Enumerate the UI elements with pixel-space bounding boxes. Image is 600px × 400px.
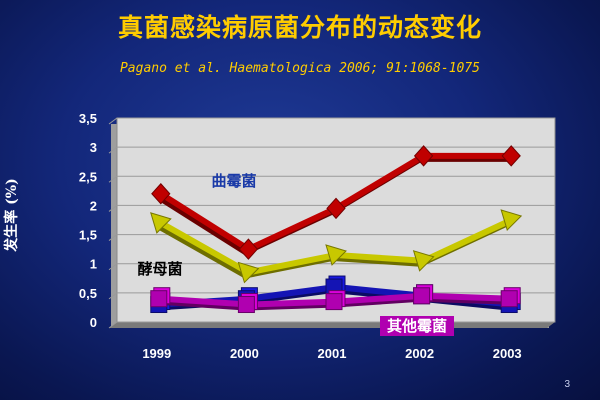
series-label: 其他霉菌 [387,317,447,335]
data-point [325,293,343,311]
x-tick-label: 2000 [230,346,259,361]
y-tick-label: 3 [90,140,97,155]
y-tick-label: 2,5 [79,169,97,184]
data-point [238,238,259,260]
gridline-side [108,175,118,183]
data-point [237,296,255,314]
y-tick-label: 0 [90,315,97,330]
y-tick-label: 3,5 [79,111,97,126]
data-point [501,145,521,167]
gridline-side [108,321,118,329]
data-point [413,287,431,305]
x-tick-label: 2002 [405,346,434,361]
x-tick-label: 2003 [493,346,522,361]
plot-floor [109,322,555,328]
series-label: 酵母菌 [137,260,182,278]
data-point [412,250,435,272]
y-tick-label: 1,5 [79,228,97,243]
gridline-side [108,146,118,154]
x-tick-label: 2001 [318,346,347,361]
citation-subtitle: Pagano et al. Haematologica 2006; 91:106… [119,61,481,76]
data-point [237,261,260,284]
x-tick-label: 1999 [142,346,171,361]
gridline-side [108,117,118,125]
data-point [500,209,523,231]
data-point [413,145,434,167]
data-point [150,290,168,308]
series-label-background [380,316,454,336]
data-point [500,290,518,308]
data-point [150,212,172,234]
gridline-side [108,234,118,241]
data-point [325,244,347,266]
gridline-side [108,292,118,300]
gridline-side [108,263,118,271]
y-tick-label: 0,5 [79,286,97,301]
data-point [151,183,171,205]
gridline-side [108,205,118,212]
y-tick-label: 1 [90,257,97,272]
series-label: 曲霉菌 [211,172,256,190]
y-tick-label: 2 [90,198,97,213]
data-point [326,197,346,220]
page-number: 3 [564,379,570,390]
slide-title: 真菌感染病原菌分布的动态变化 [117,13,482,42]
